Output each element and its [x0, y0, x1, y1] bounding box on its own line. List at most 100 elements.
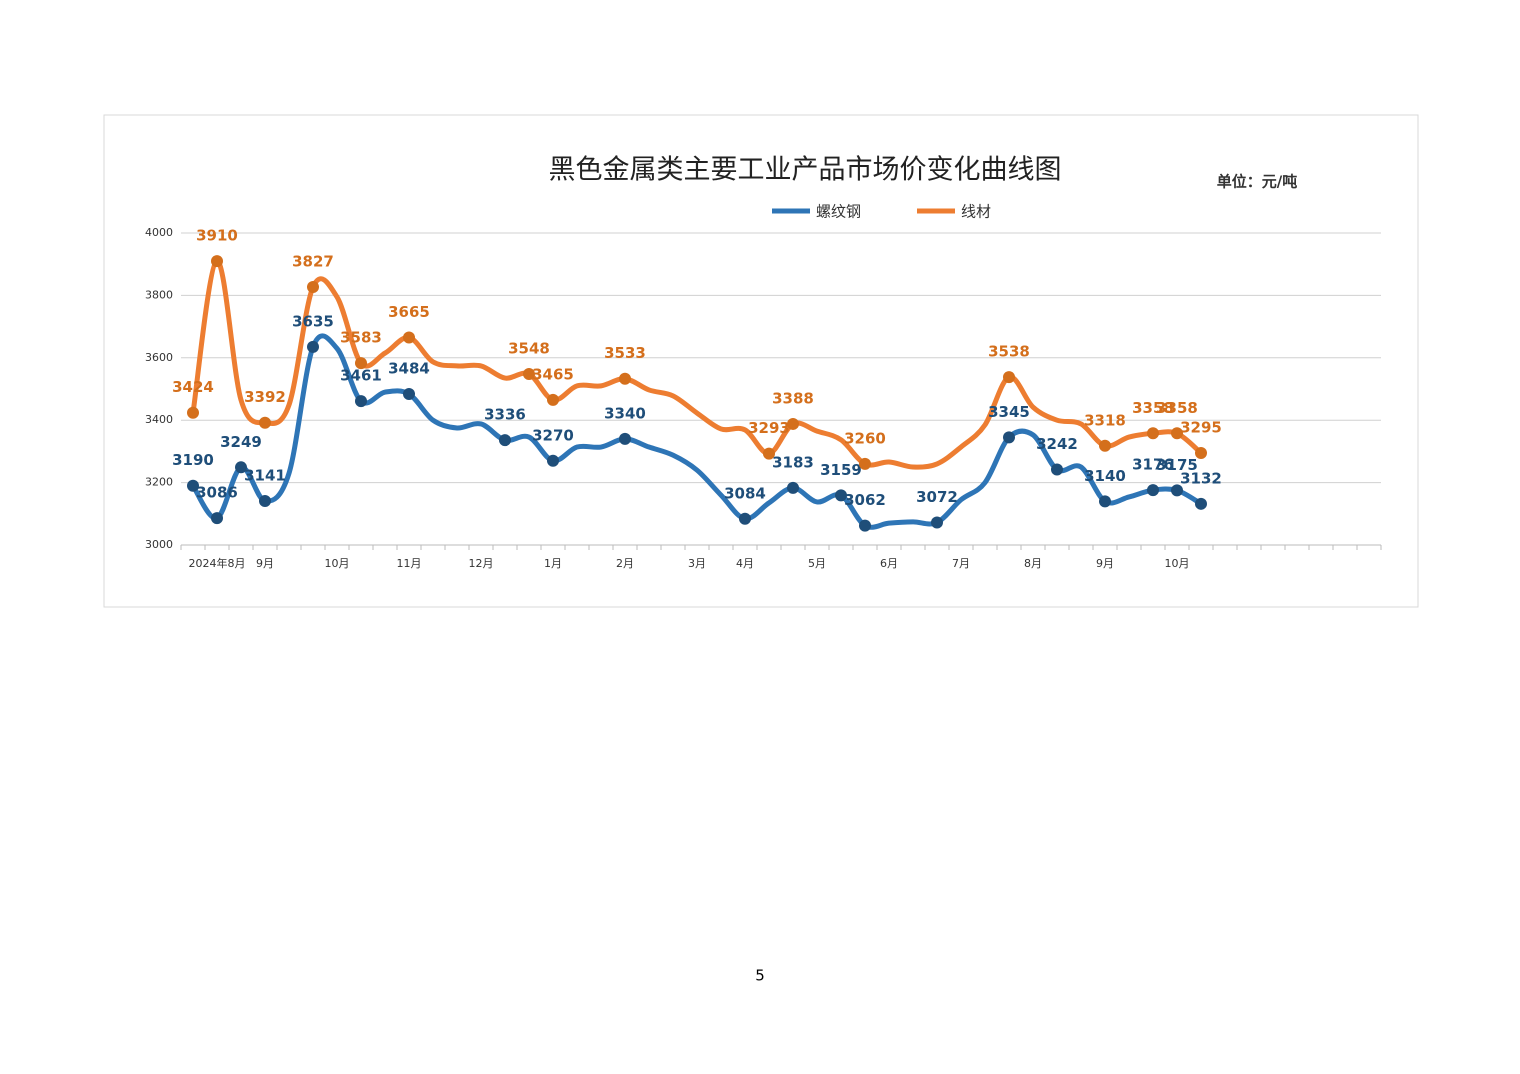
- legend-label: 线材: [961, 203, 991, 221]
- marker: [307, 280, 319, 293]
- marker: [859, 519, 871, 532]
- value-label: 3388: [772, 389, 814, 407]
- x-tick-label: 12月: [469, 557, 494, 570]
- value-label: 3140: [1084, 467, 1126, 485]
- value-label: 3295: [1180, 418, 1222, 436]
- value-label: 3190: [172, 451, 214, 469]
- x-tick-label: 5月: [808, 557, 826, 570]
- x-tick-label: 9月: [1096, 557, 1114, 570]
- y-tick-label: 3800: [145, 288, 173, 301]
- marker: [1003, 431, 1015, 444]
- marker: [1171, 484, 1183, 497]
- value-label: 3175: [1156, 456, 1198, 474]
- marker: [211, 255, 223, 268]
- marker: [355, 395, 367, 408]
- x-tick-label: 2月: [616, 557, 634, 570]
- marker: [763, 447, 775, 460]
- marker: [1147, 484, 1159, 497]
- value-label: 3358: [1132, 399, 1174, 417]
- x-tick-label: 3月: [688, 557, 706, 570]
- marker: [235, 461, 247, 474]
- series-line: [190, 333, 1203, 530]
- y-tick-label: 3000: [145, 538, 173, 551]
- value-label: 3665: [388, 303, 430, 321]
- marker: [499, 434, 511, 447]
- marker: [1099, 495, 1111, 508]
- marker: [1171, 427, 1183, 440]
- value-label: 3072: [916, 488, 958, 506]
- marker: [259, 495, 271, 508]
- x-tick-label: 10月: [1165, 557, 1190, 570]
- marker: [619, 432, 631, 445]
- marker: [1195, 497, 1207, 510]
- value-label: 3141: [244, 467, 286, 485]
- page-number: 5: [755, 967, 765, 985]
- marker: [355, 357, 367, 370]
- chart-frame: [103, 114, 1419, 608]
- marker: [739, 512, 751, 525]
- x-tick-label: 4月: [736, 557, 754, 570]
- marker: [787, 417, 799, 430]
- y-tick-label: 3200: [145, 476, 173, 489]
- unit-label: 单位：元/吨: [1217, 173, 1297, 191]
- value-label: 3062: [844, 491, 886, 509]
- value-label: 3270: [532, 426, 574, 444]
- value-label: 3461: [340, 367, 382, 385]
- value-label: 3176: [1132, 456, 1174, 474]
- legend-label: 螺纹钢: [816, 203, 861, 221]
- x-tick-label: 2024年8月: [189, 556, 246, 570]
- value-label: 3084: [724, 484, 766, 502]
- x-tick-label: 7月: [952, 557, 970, 570]
- value-label: 3465: [532, 365, 574, 383]
- value-label: 3533: [604, 344, 646, 362]
- marker: [547, 454, 559, 467]
- value-label: 3827: [292, 252, 334, 270]
- value-label: 3583: [340, 329, 382, 347]
- marker: [1051, 463, 1063, 476]
- marker: [403, 387, 415, 400]
- value-label: 3358: [1156, 399, 1198, 417]
- marker: [1195, 446, 1207, 459]
- value-label: 3424: [172, 378, 214, 396]
- value-label: 3086: [196, 484, 238, 502]
- marker: [1147, 427, 1159, 440]
- marker: [931, 516, 943, 529]
- marker: [211, 512, 223, 525]
- x-tick-label: 10月: [325, 557, 350, 570]
- value-label: 3340: [604, 404, 646, 422]
- marker: [835, 489, 847, 502]
- value-label: 3183: [772, 453, 814, 471]
- value-label: 3538: [988, 343, 1030, 361]
- marker: [787, 481, 799, 494]
- value-label: 3242: [1036, 435, 1078, 453]
- value-label: 3345: [988, 403, 1030, 421]
- marker: [1099, 439, 1111, 452]
- chart-title: 黑色金属类主要工业产品市场价变化曲线图: [549, 155, 1062, 186]
- y-tick-label: 3600: [145, 351, 173, 364]
- value-label: 3910: [196, 227, 238, 245]
- marker: [1003, 371, 1015, 384]
- y-tick-label: 4000: [145, 226, 173, 239]
- y-tick-label: 3400: [145, 413, 173, 426]
- marker: [187, 406, 199, 419]
- value-label: 3159: [820, 461, 862, 479]
- marker: [547, 393, 559, 406]
- value-label: 3318: [1084, 411, 1126, 429]
- x-tick-label: 8月: [1024, 557, 1042, 570]
- x-tick-label: 11月: [397, 557, 422, 570]
- value-label: 3132: [1180, 469, 1222, 487]
- marker: [259, 416, 271, 429]
- series-line: [190, 258, 1203, 470]
- x-tick-label: 1月: [544, 557, 562, 570]
- marker: [859, 457, 871, 470]
- value-label: 3293: [748, 419, 790, 437]
- marker: [523, 368, 535, 381]
- x-tick-label: 6月: [880, 557, 898, 570]
- marker: [307, 340, 319, 353]
- value-label: 3392: [244, 388, 286, 406]
- value-label: 3249: [220, 433, 262, 451]
- marker: [187, 479, 199, 492]
- x-tick-label: 9月: [256, 557, 274, 570]
- value-label: 3260: [844, 429, 886, 447]
